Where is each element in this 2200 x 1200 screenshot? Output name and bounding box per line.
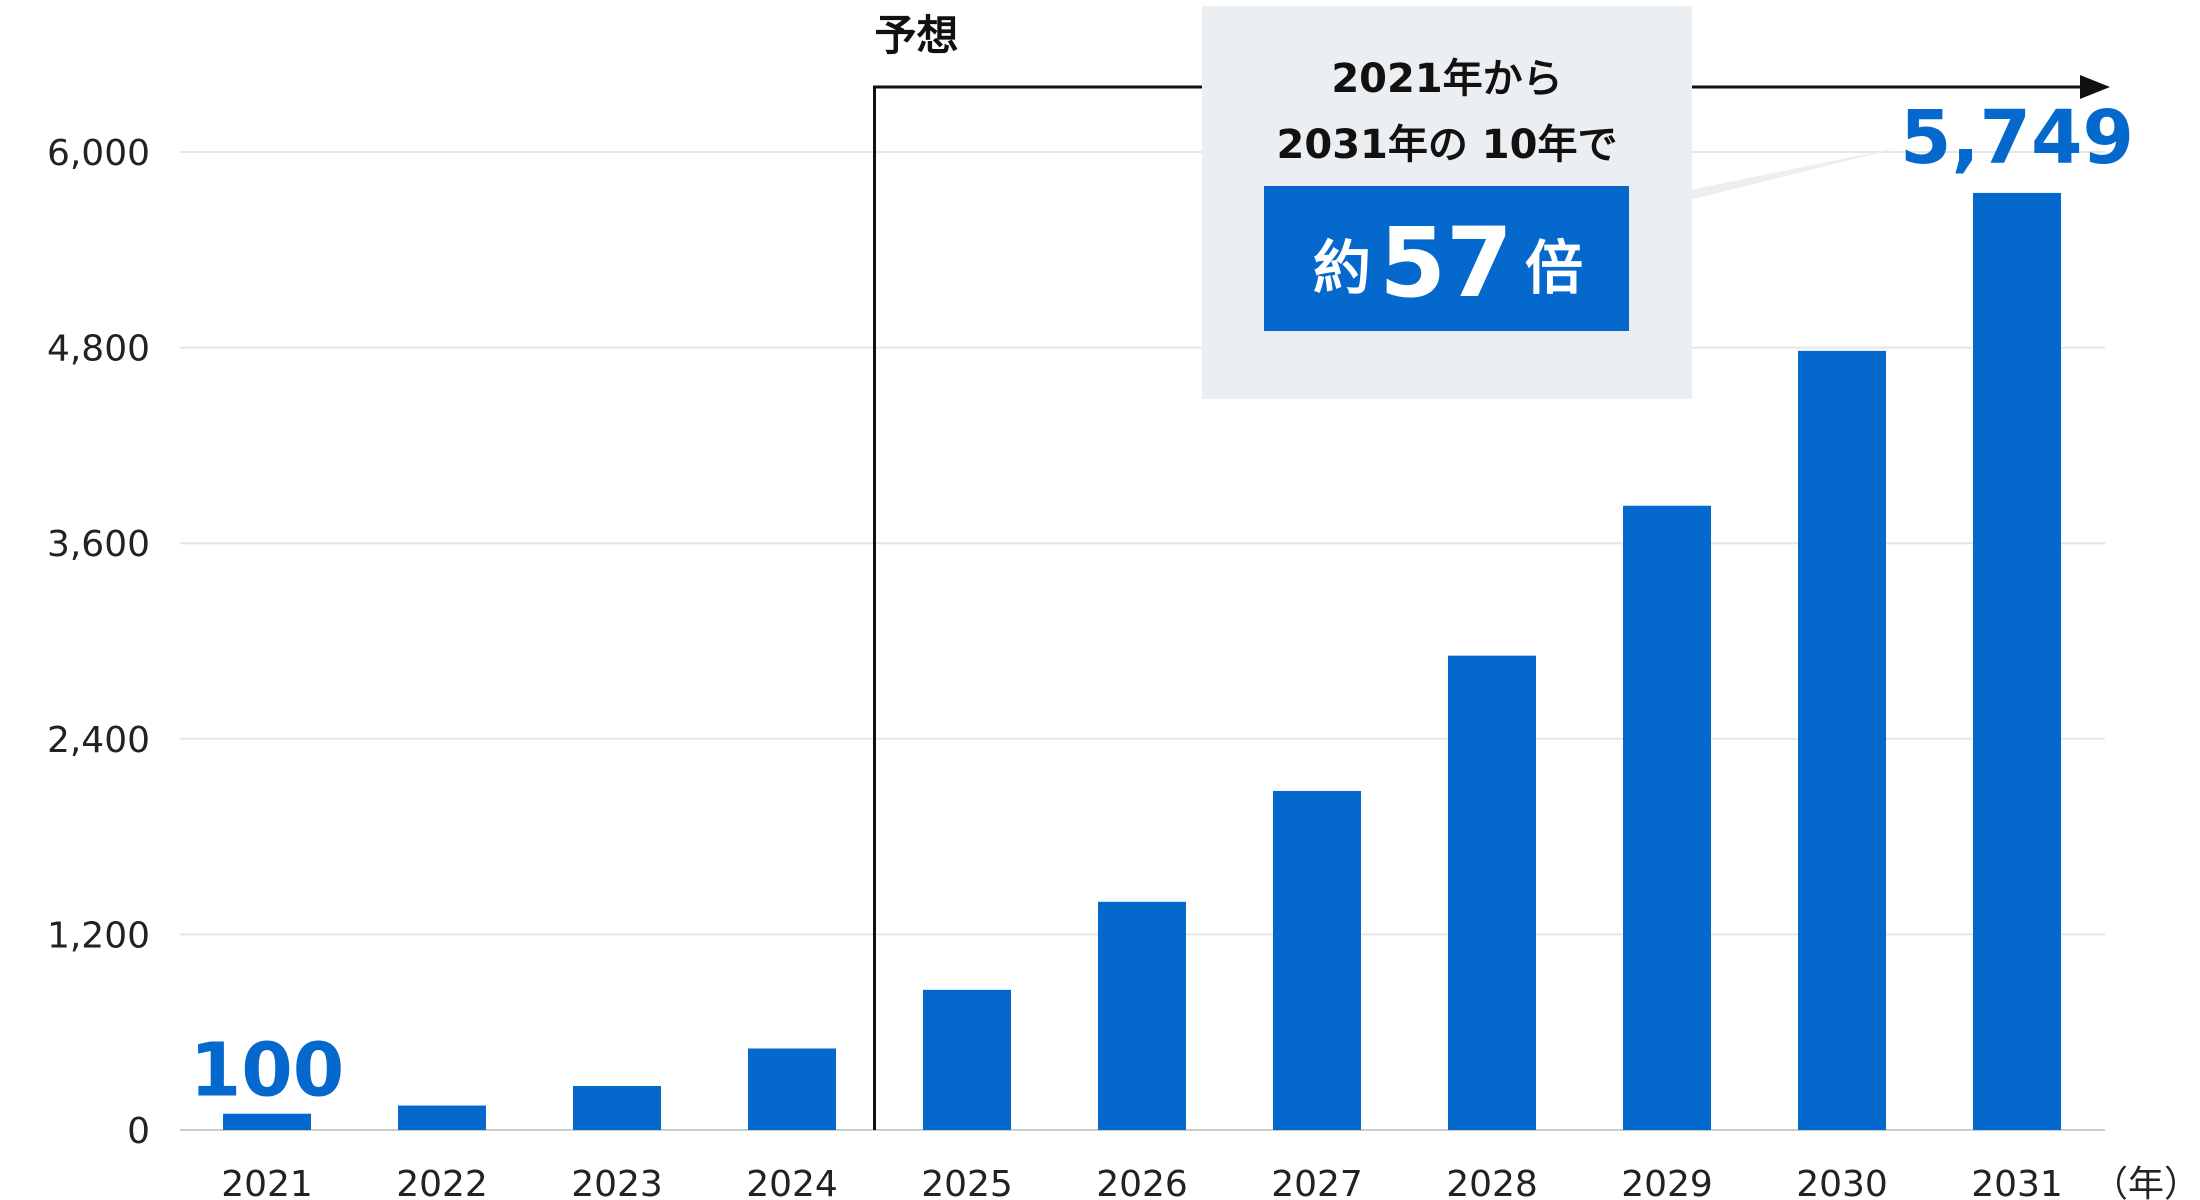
x-tick-label: 2023 (571, 1164, 663, 1200)
bar-2024 (748, 1048, 836, 1130)
x-tick-label: 2024 (746, 1164, 838, 1200)
x-axis-ticks: 2021 2022 2023 2024 2025 2026 2027 2028 2029 2030… (221, 1164, 2063, 1200)
callout-line-1: 2021年から (1331, 56, 1562, 102)
multiplier-value: 57 (1379, 207, 1513, 319)
bars (223, 192, 2061, 1131)
y-tick-label: 2,400 (47, 720, 150, 761)
x-tick-label: 2030 (1796, 1164, 1888, 1200)
callout-pointer (1690, 145, 1910, 200)
bar-2025 (923, 989, 1011, 1130)
x-tick-label: 2021 (221, 1164, 313, 1200)
first-value-label: 100 (190, 1028, 344, 1114)
multiplier-suffix: 倍 (1525, 234, 1583, 302)
multiplier-badge (1264, 186, 1629, 331)
y-tick-label: 1,200 (47, 915, 150, 956)
bar-2022 (398, 1105, 486, 1130)
y-axis-ticks: 0 1,200 2,400 3,600 4,800 6,000 (47, 133, 150, 1152)
x-axis-unit: （年） (2092, 1164, 2200, 1200)
y-tick-label: 4,800 (47, 329, 150, 370)
x-tick-label: 2022 (396, 1164, 488, 1200)
y-tick-label: 0 (127, 1111, 150, 1152)
bar-2023 (573, 1085, 661, 1130)
forecast-label: 予想 (875, 11, 959, 60)
bar-2030 (1798, 350, 1886, 1130)
y-tick-label: 6,000 (47, 133, 150, 174)
x-tick-label: 2025 (921, 1164, 1013, 1200)
multiplier-prefix: 約 (1313, 234, 1371, 302)
bar-2026 (1098, 901, 1186, 1130)
callout-line-2: 2031年の 10年で (1277, 122, 1618, 168)
bar-2031 (1973, 192, 2061, 1131)
y-tick-label: 3,600 (47, 524, 150, 565)
bar-2028 (1448, 655, 1536, 1130)
bar-2029 (1623, 505, 1711, 1131)
forecast-arrowhead-icon (2080, 75, 2110, 99)
growth-callout: 2021年から 2031年の 10年で 約 57 倍 (1202, 6, 1910, 399)
x-tick-label: 2029 (1621, 1164, 1713, 1200)
x-tick-label: 2026 (1096, 1164, 1188, 1200)
gridlines (180, 151, 2105, 1131)
x-tick-label: 2031 (1971, 1164, 2063, 1200)
x-tick-label: 2028 (1446, 1164, 1538, 1200)
bar-2021 (223, 1113, 311, 1130)
bar-2027 (1273, 790, 1361, 1130)
x-tick-label: 2027 (1271, 1164, 1363, 1200)
last-value-label: 5,749 (1900, 95, 2134, 181)
